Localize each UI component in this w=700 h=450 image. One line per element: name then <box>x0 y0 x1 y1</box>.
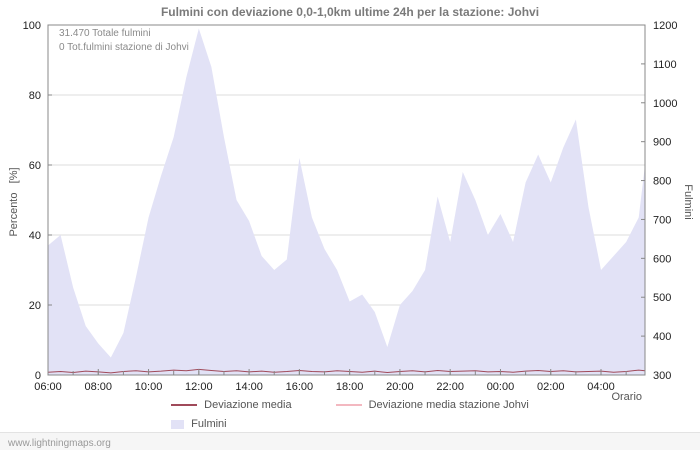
legend: Deviazione media Deviazione media stazio… <box>0 399 700 432</box>
svg-text:16:00: 16:00 <box>286 381 314 393</box>
svg-text:800: 800 <box>653 176 671 188</box>
annotation-total-fulmini: 31.470 Totale fulmini <box>59 28 151 39</box>
watermark-link: www.lightningmaps.org <box>8 438 111 449</box>
legend-swatch-station-deviation <box>335 404 362 406</box>
svg-text:900: 900 <box>653 137 671 149</box>
svg-text:700: 700 <box>653 214 671 226</box>
chart-title: Fulmini con deviazione 0,0-1,0km ultime … <box>160 5 540 19</box>
legend-swatch-fulmini <box>171 419 185 429</box>
svg-text:300: 300 <box>653 370 671 382</box>
legend-label-fulmini: Fulmini <box>191 418 227 430</box>
svg-text:10:00: 10:00 <box>135 381 163 393</box>
svg-text:02:00: 02:00 <box>537 381 565 393</box>
svg-text:40: 40 <box>29 230 41 242</box>
svg-text:20:00: 20:00 <box>386 381 414 393</box>
legend-item-fulmini: Fulmini <box>171 418 227 430</box>
svg-text:14:00: 14:00 <box>235 381 263 393</box>
legend-swatch-deviation <box>171 404 198 406</box>
left-axis-title: Percento [%] <box>8 167 20 237</box>
svg-text:500: 500 <box>653 292 671 304</box>
svg-text:00:00: 00:00 <box>487 381 515 393</box>
legend-label-deviation: Deviazione media <box>204 399 292 411</box>
svg-text:60: 60 <box>29 160 41 172</box>
legend-item-station-deviation: Deviazione media stazione Johvi <box>335 399 529 411</box>
svg-text:400: 400 <box>653 331 671 343</box>
legend-label-station-deviation: Deviazione media stazione Johvi <box>368 399 529 411</box>
svg-text:04:00: 04:00 <box>587 381 615 393</box>
svg-text:1200: 1200 <box>653 20 677 32</box>
svg-text:80: 80 <box>29 90 41 102</box>
svg-text:1000: 1000 <box>653 98 677 110</box>
x-axis-title: Orario <box>611 391 642 403</box>
svg-text:100: 100 <box>23 20 41 32</box>
svg-text:1100: 1100 <box>653 59 677 71</box>
legend-item-deviation: Deviazione media <box>171 399 292 411</box>
right-axis-title: Fulmini <box>682 184 694 220</box>
svg-text:12:00: 12:00 <box>185 381 213 393</box>
svg-text:08:00: 08:00 <box>85 381 113 393</box>
svg-text:20: 20 <box>29 300 41 312</box>
svg-text:18:00: 18:00 <box>336 381 364 393</box>
svg-text:600: 600 <box>653 253 671 265</box>
chart-plot: 06:00 08:00 10:00 12:00 14:00 16:00 18:00 20:00… <box>23 20 678 393</box>
footer-bar: www.lightningmaps.org <box>0 432 700 450</box>
svg-text:06:00: 06:00 <box>34 381 62 393</box>
svg-text:0: 0 <box>35 370 41 382</box>
annotation-station-fulmini: 0 Tot.fulmini stazione di Johvi <box>59 42 189 53</box>
svg-text:22:00: 22:00 <box>436 381 464 393</box>
